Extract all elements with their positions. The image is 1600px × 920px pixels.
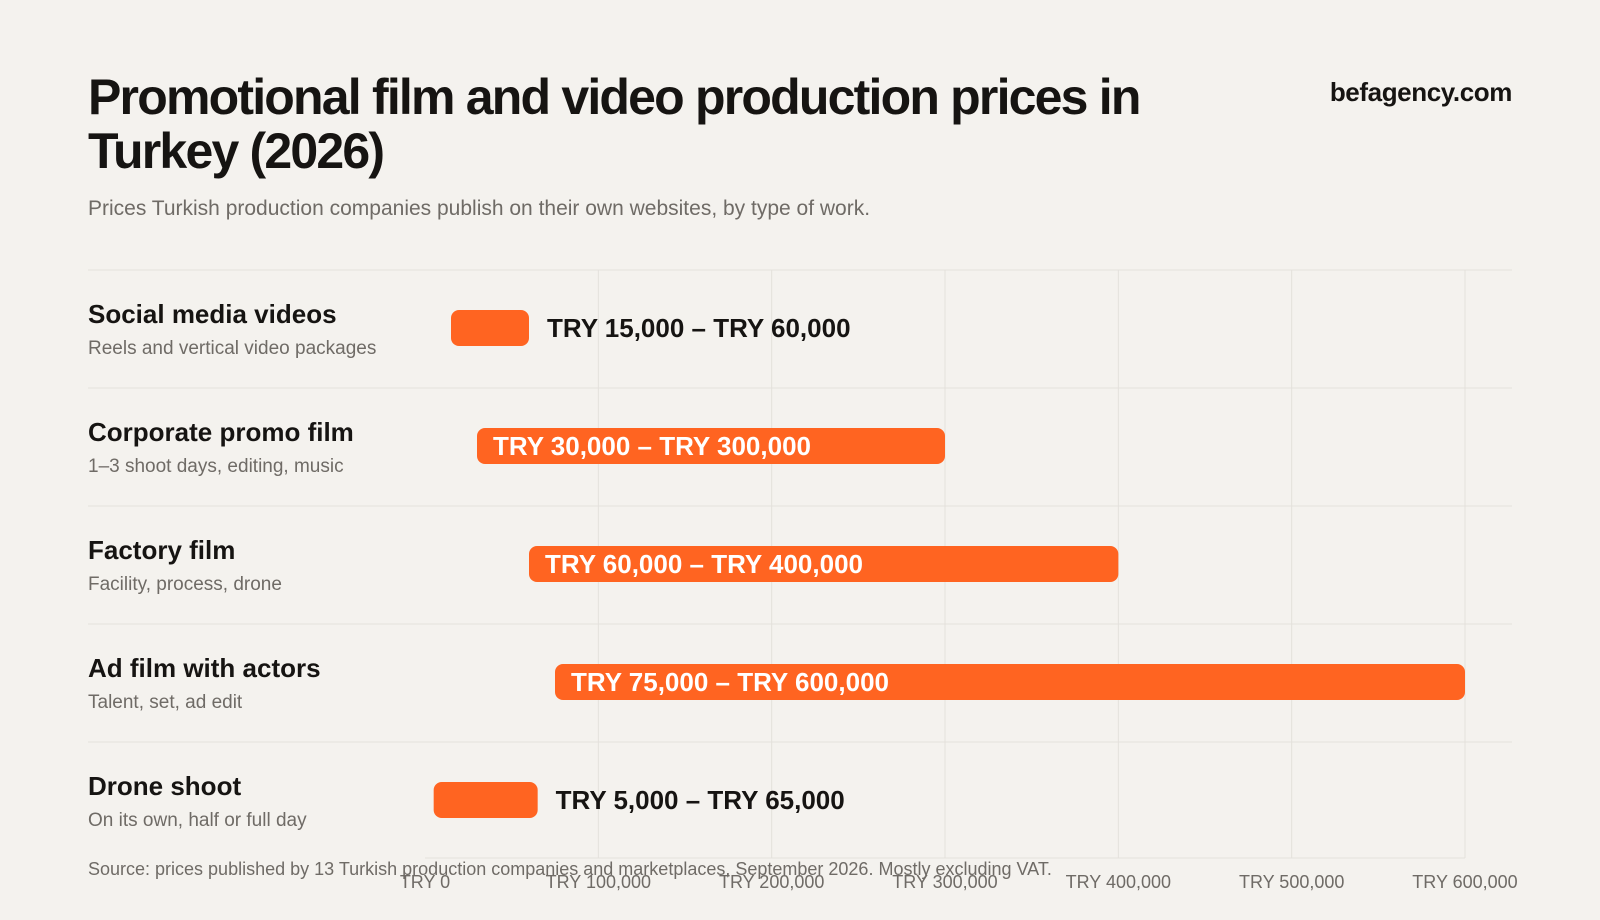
bar-value-label: TRY 60,000 – TRY 400,000 — [545, 549, 863, 579]
range-bar — [477, 428, 945, 464]
x-tick-label: TRY 400,000 — [1066, 872, 1171, 892]
category-name: Drone shoot — [88, 771, 241, 801]
brand-name: befagency.com — [1329, 77, 1513, 107]
category-name: Factory film — [88, 535, 235, 565]
category-name: Ad film with actors — [88, 653, 321, 683]
x-tick-label: TRY 500,000 — [1239, 872, 1344, 892]
x-tick-label: TRY 200,000 — [719, 872, 824, 892]
category-name: Social media videos — [88, 299, 337, 329]
range-bar — [433, 782, 538, 818]
category-description: Reels and vertical video packages — [88, 338, 376, 359]
bar-value-label: TRY 30,000 – TRY 300,000 — [493, 431, 811, 461]
range-bar — [529, 546, 1119, 582]
category-description: Facility, process, drone — [88, 574, 282, 595]
chart-title: Promotional film and video production pr… — [88, 69, 1141, 179]
source-note: Source: prices published by 13 Turkish p… — [88, 859, 1052, 879]
x-tick-label: TRY 300,000 — [892, 872, 997, 892]
category-description: Talent, set, ad edit — [88, 692, 243, 713]
bar-value-label: TRY 75,000 – TRY 600,000 — [571, 667, 889, 697]
category-description: On its own, half or full day — [88, 810, 307, 831]
chart-subtitle: Prices Turkish production companies publ… — [88, 197, 871, 220]
range-bar — [555, 664, 1465, 700]
x-tick-label: TRY 0 — [400, 872, 450, 892]
category-name: Corporate promo film — [88, 417, 354, 447]
range-bar — [451, 310, 529, 346]
x-tick-label: TRY 100,000 — [546, 872, 651, 892]
category-description: 1–3 shoot days, editing, music — [88, 456, 344, 477]
bar-value-label: TRY 15,000 – TRY 60,000 — [547, 313, 851, 343]
bar-value-label: TRY 5,000 – TRY 65,000 — [556, 785, 845, 815]
x-tick-label: TRY 600,000 — [1412, 872, 1517, 892]
